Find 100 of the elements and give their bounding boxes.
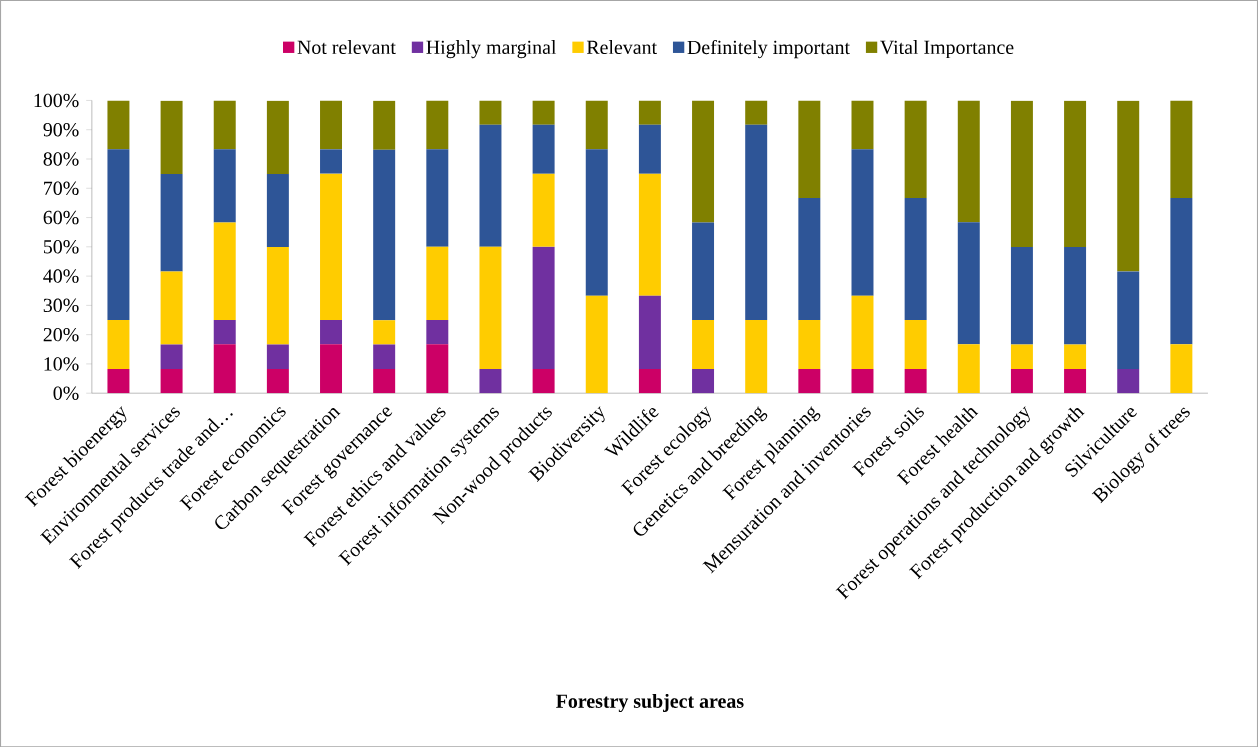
y-tick-label: 40% <box>43 269 79 283</box>
bar <box>266 246 289 345</box>
bar <box>532 246 555 369</box>
bar <box>692 368 715 393</box>
legend-label: Vital Importance <box>880 39 1014 58</box>
bar <box>904 100 927 198</box>
bar <box>266 173 289 247</box>
y-tick-label: 60% <box>43 210 79 225</box>
bar <box>426 246 449 320</box>
bar <box>373 149 396 321</box>
bar <box>798 368 821 393</box>
bar <box>851 368 874 393</box>
y-tick-label: 30% <box>43 298 79 312</box>
bar <box>160 368 183 393</box>
bar <box>160 344 183 369</box>
bar <box>479 246 502 369</box>
bar <box>426 149 449 247</box>
bar <box>213 222 236 320</box>
bar <box>1117 271 1140 369</box>
bar <box>266 100 289 174</box>
bar <box>160 100 183 174</box>
bar <box>957 100 980 223</box>
bar <box>745 319 768 393</box>
bar <box>1170 197 1193 345</box>
bar <box>638 295 661 369</box>
legend-label: Definitely important <box>687 39 850 59</box>
bar <box>266 368 289 393</box>
bar <box>160 271 183 345</box>
bar <box>904 197 927 320</box>
legend-label: Not relevant <box>297 39 396 54</box>
bar <box>585 149 608 296</box>
y-tick-label: 100% <box>34 93 79 108</box>
y-tick-label: 70% <box>44 181 79 195</box>
bar <box>320 173 343 320</box>
bar <box>851 149 874 296</box>
bar <box>426 344 449 393</box>
y-tick-label: 10% <box>44 356 79 371</box>
bar <box>532 100 555 125</box>
bar <box>107 149 130 320</box>
bar <box>373 100 396 150</box>
x-axis-title: Forestry subject areas <box>556 693 744 712</box>
legend-label: Relevant <box>586 39 657 54</box>
bar <box>1010 100 1033 247</box>
bar <box>266 344 289 369</box>
bar <box>426 319 449 345</box>
y-tick-label: 90% <box>43 122 79 137</box>
bar <box>532 124 555 174</box>
bar <box>851 295 874 369</box>
bar <box>957 222 980 345</box>
bar <box>692 319 715 369</box>
bar <box>904 319 927 369</box>
y-tick-label: 0% <box>53 386 79 400</box>
bar <box>638 173 661 296</box>
bar <box>1010 246 1033 345</box>
bar <box>373 368 396 393</box>
bar <box>1064 344 1087 369</box>
y-tick-label: 50% <box>43 239 79 254</box>
bar <box>426 100 449 150</box>
bar <box>692 222 715 320</box>
bar <box>745 124 768 320</box>
bar <box>638 124 661 174</box>
bar <box>107 368 130 393</box>
bar <box>1064 100 1087 247</box>
bar <box>957 344 980 393</box>
y-tick-label: 20% <box>43 327 79 342</box>
bar <box>479 368 502 393</box>
bar <box>320 100 343 150</box>
bar <box>585 100 608 150</box>
bar <box>638 100 661 125</box>
bar <box>851 100 874 150</box>
bar <box>585 295 608 393</box>
bar <box>213 344 236 393</box>
bar <box>107 319 130 369</box>
bar <box>213 100 236 150</box>
bar <box>320 149 343 174</box>
bar <box>1170 344 1193 393</box>
bar <box>904 368 927 393</box>
bar <box>798 319 821 369</box>
bar <box>373 320 396 345</box>
bar <box>638 368 661 393</box>
legend-label: Highly marginal <box>426 39 557 58</box>
bar <box>1010 368 1033 393</box>
bar <box>213 149 236 223</box>
bar <box>798 197 821 320</box>
bar <box>160 173 183 272</box>
bar <box>1010 344 1033 369</box>
bar <box>1170 100 1193 198</box>
bar <box>1064 246 1087 345</box>
bar <box>213 319 236 345</box>
bar <box>745 100 768 125</box>
bar <box>320 319 343 345</box>
bar <box>107 100 130 150</box>
bar <box>532 173 555 247</box>
bar <box>479 124 502 247</box>
bar <box>798 100 821 198</box>
bar <box>1064 368 1087 393</box>
bar <box>1117 368 1140 393</box>
bar <box>692 100 715 223</box>
bar <box>479 100 502 125</box>
bar <box>1117 100 1140 272</box>
